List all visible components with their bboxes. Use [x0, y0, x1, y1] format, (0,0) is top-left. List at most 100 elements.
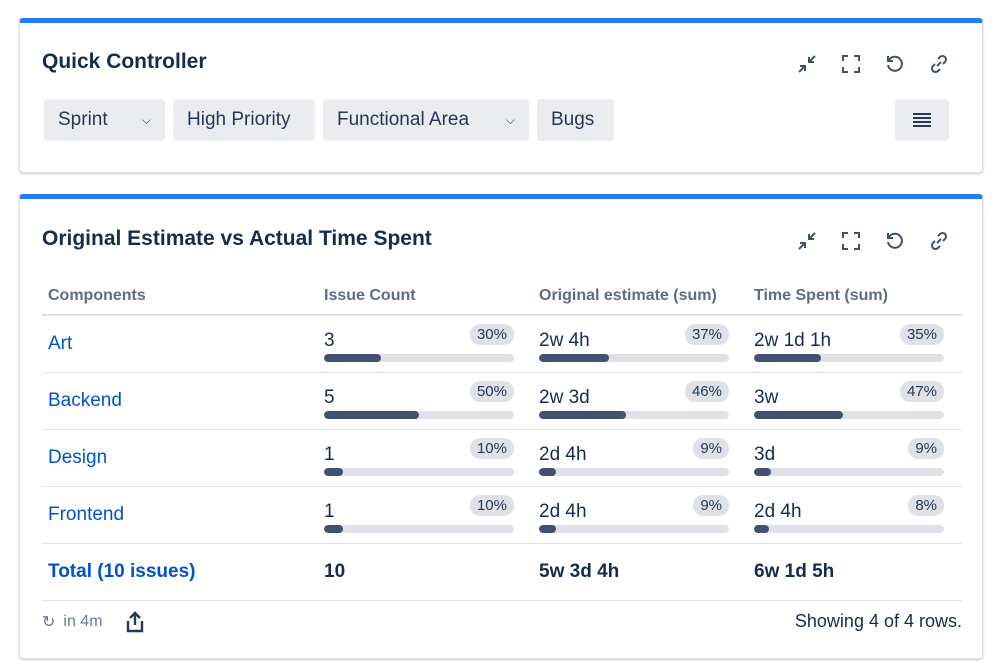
- chevron-down-icon: ⌵: [505, 112, 515, 127]
- fullscreen-icon[interactable]: [840, 53, 862, 75]
- progress-fill: [754, 354, 821, 362]
- col-original-estimate[interactable]: Original estimate (sum): [533, 278, 748, 316]
- card-title: Original Estimate vs Actual Time Spent: [42, 227, 432, 250]
- progress-fill: [324, 525, 343, 533]
- link-icon[interactable]: [928, 230, 950, 252]
- est-value: 2w 4h: [539, 330, 590, 351]
- report-table: Components Issue Count Original estimate…: [42, 278, 962, 601]
- progress-fill: [754, 468, 772, 476]
- filter-bugs[interactable]: Bugs: [537, 99, 614, 141]
- percent-badge: 47%: [899, 381, 944, 402]
- filter-label: High Priority: [187, 109, 291, 130]
- auto-refresh-icon: ↻: [42, 614, 56, 631]
- progress-fill: [539, 411, 627, 419]
- collapse-icon[interactable]: [796, 230, 818, 252]
- count-value: 3: [324, 330, 335, 351]
- component-link[interactable]: Design: [48, 447, 108, 468]
- spent-value: 3w: [754, 387, 779, 408]
- percent-badge: 9%: [693, 495, 729, 516]
- percent-badge: 46%: [684, 381, 729, 402]
- table-row: Backend 5 50% 2w 3d 46% 3w 47%: [42, 372, 962, 430]
- progress-bar: [539, 468, 729, 476]
- total-label[interactable]: Total (10 issues): [42, 543, 318, 601]
- filter-high-priority[interactable]: High Priority: [173, 99, 315, 141]
- refresh-icon[interactable]: [884, 53, 906, 75]
- refresh-icon[interactable]: [884, 230, 906, 252]
- table-row: Design 1 10% 2d 4h 9% 3d 9%: [42, 429, 962, 487]
- spent-cell: 2d 4h 8%: [754, 495, 944, 535]
- count-cell: 1 10%: [324, 495, 514, 535]
- chevron-down-icon: ⌵: [141, 112, 151, 127]
- spent-cell: 3d 9%: [754, 438, 944, 478]
- count-value: 1: [324, 501, 335, 522]
- table-row: Art 3 30% 2w 4h 37% 2w 1d 1h 35%: [42, 315, 962, 373]
- col-issue-count[interactable]: Issue Count: [318, 278, 533, 316]
- progress-bar: [324, 354, 514, 362]
- count-cell: 5 50%: [324, 381, 514, 421]
- collapse-icon[interactable]: [796, 53, 818, 75]
- spent-cell: 3w 47%: [754, 381, 944, 421]
- total-count: 10: [318, 543, 533, 601]
- component-link[interactable]: Art: [48, 333, 73, 354]
- total-spent: 6w 1d 5h: [748, 543, 962, 601]
- component-link[interactable]: Backend: [48, 390, 122, 411]
- fullscreen-icon[interactable]: [840, 230, 862, 252]
- progress-bar: [324, 525, 514, 533]
- percent-badge: 10%: [469, 438, 514, 459]
- count-value: 1: [324, 444, 335, 465]
- progress-bar: [539, 411, 729, 419]
- progress-bar: [539, 354, 729, 362]
- count-cell: 3 30%: [324, 324, 514, 364]
- progress-fill: [324, 411, 419, 419]
- progress-fill: [324, 468, 343, 476]
- report-card: Original Estimate vs Actual Time Spent C…: [19, 194, 983, 659]
- progress-bar: [754, 525, 944, 533]
- total-estimate: 5w 3d 4h: [533, 543, 748, 601]
- filter-label: Functional Area: [337, 109, 470, 130]
- filter-sprint[interactable]: Sprint ⌵: [44, 99, 165, 141]
- card-actions: [796, 230, 950, 252]
- share-icon[interactable]: [125, 611, 145, 633]
- component-link[interactable]: Frontend: [48, 504, 125, 525]
- progress-bar: [324, 468, 514, 476]
- quick-controller-card: Quick Controller Sprint ⌵ High Priority F…: [19, 18, 983, 173]
- filter-label: Bugs: [551, 109, 595, 130]
- percent-badge: 9%: [908, 438, 944, 459]
- spent-cell: 2w 1d 1h 35%: [754, 324, 944, 364]
- est-cell: 2w 4h 37%: [539, 324, 729, 364]
- link-icon[interactable]: [928, 53, 950, 75]
- percent-badge: 37%: [684, 324, 729, 345]
- est-cell: 2d 4h 9%: [539, 495, 729, 535]
- percent-badge: 50%: [469, 381, 514, 402]
- menu-button[interactable]: [895, 99, 949, 141]
- spent-value: 2d 4h: [754, 501, 802, 522]
- progress-bar: [324, 411, 514, 419]
- progress-fill: [539, 468, 557, 476]
- hamburger-icon: [913, 113, 931, 127]
- table-row: Frontend 1 10% 2d 4h 9% 2d 4h 8%: [42, 486, 962, 544]
- progress-fill: [324, 354, 381, 362]
- spent-value: 3d: [754, 444, 776, 465]
- spent-value: 2w 1d 1h: [754, 330, 832, 351]
- filter-functional-area[interactable]: Functional Area ⌵: [323, 99, 529, 141]
- progress-fill: [539, 354, 610, 362]
- footer-left: ↻ in 4m: [42, 611, 145, 633]
- percent-badge: 35%: [899, 324, 944, 345]
- count-value: 5: [324, 387, 335, 408]
- total-row: Total (10 issues) 10 5w 3d 4h 6w 1d 5h: [42, 543, 962, 601]
- count-cell: 1 10%: [324, 438, 514, 478]
- col-components[interactable]: Components: [42, 278, 318, 316]
- progress-fill: [539, 525, 557, 533]
- row-count: Showing 4 of 4 rows.: [794, 611, 962, 631]
- percent-badge: 10%: [469, 495, 514, 516]
- percent-badge: 30%: [469, 324, 514, 345]
- progress-bar: [754, 468, 944, 476]
- col-time-spent[interactable]: Time Spent (sum): [748, 278, 962, 316]
- progress-bar: [539, 525, 729, 533]
- percent-badge: 9%: [693, 438, 729, 459]
- est-value: 2d 4h: [539, 444, 587, 465]
- card-actions: [796, 53, 950, 75]
- progress-bar: [754, 411, 944, 419]
- refresh-timer: in 4m: [63, 613, 103, 630]
- est-cell: 2w 3d 46%: [539, 381, 729, 421]
